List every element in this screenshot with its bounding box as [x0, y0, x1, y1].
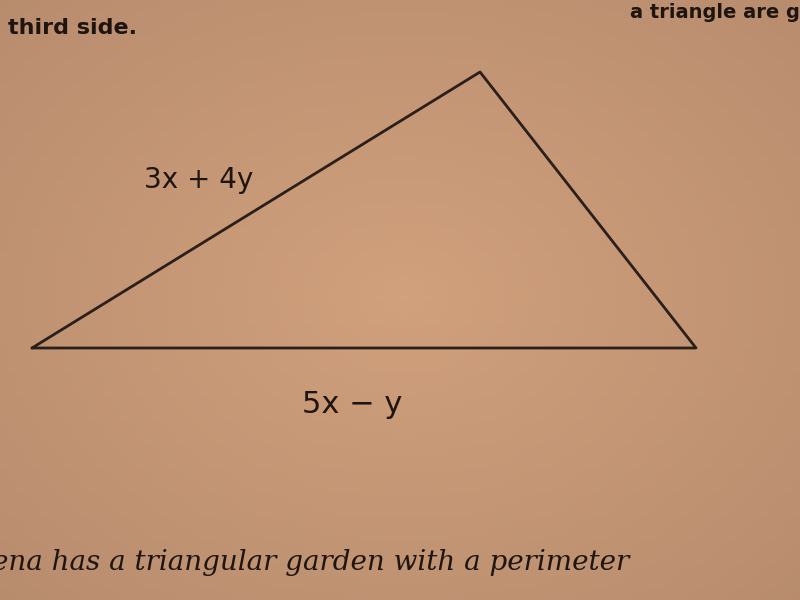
Text: 3x + 4y: 3x + 4y — [144, 166, 254, 194]
Text: a triangle are g: a triangle are g — [630, 3, 800, 22]
Text: 5x − y: 5x − y — [302, 390, 402, 419]
Text: third side.: third side. — [8, 18, 137, 38]
Text: ena has a triangular garden with a perimeter: ena has a triangular garden with a perim… — [0, 549, 630, 576]
